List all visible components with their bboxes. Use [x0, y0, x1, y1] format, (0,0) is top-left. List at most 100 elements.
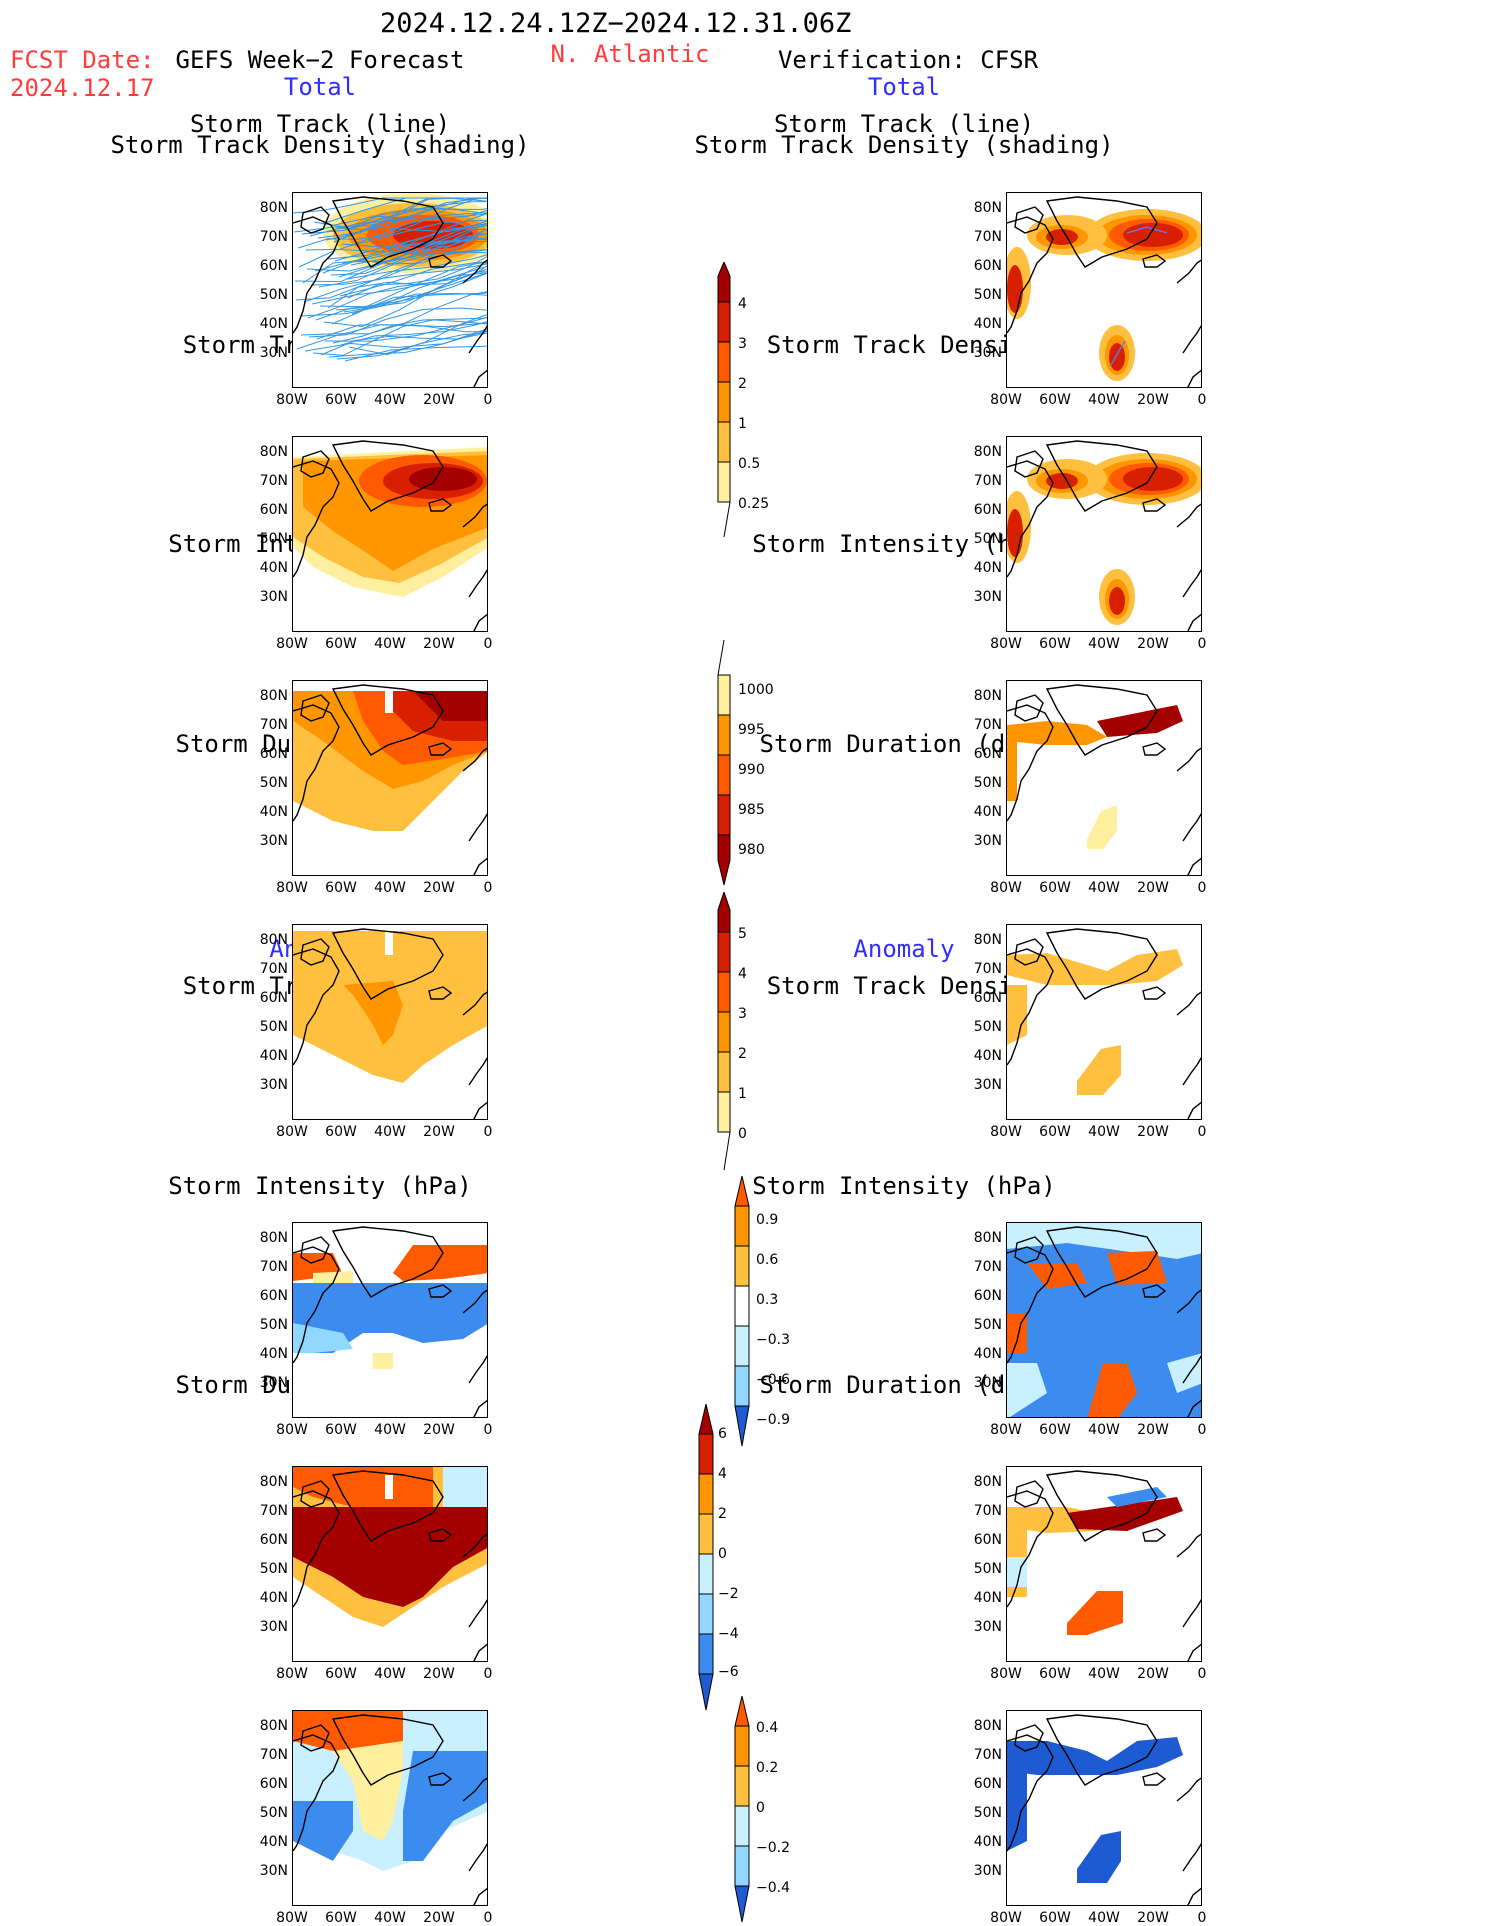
coastline — [1007, 684, 1201, 875]
cb-density-anom-06: 0.6 — [756, 1252, 779, 1268]
cb-density-total-3: 3 — [738, 336, 747, 352]
shading-region — [1107, 1487, 1167, 1507]
cb-duration-anom-m02: −0.2 — [756, 1840, 790, 1856]
lon-tick-label: 80W — [990, 1910, 1022, 1926]
coastline — [293, 440, 487, 631]
cb-density-total-2: 2 — [738, 376, 747, 392]
anomaly-label-right: Anomaly — [853, 935, 955, 963]
fcst-date: 2024.12.17 — [10, 74, 155, 102]
lon-tick-label: 40W — [1088, 392, 1120, 408]
lat-tick-label: 80N — [259, 200, 288, 216]
shading-region — [1007, 741, 1017, 801]
title-track-shading-right: Storm Track Density (shading) — [694, 131, 1114, 159]
storm-tracks — [293, 197, 487, 362]
lon-tick-label: 0 — [483, 1666, 493, 1682]
lon-tick-label: 60W — [1039, 1666, 1071, 1682]
lat-tick-label: 50N — [259, 1019, 288, 1035]
shading-region — [293, 1801, 353, 1861]
lat-tick-label: 70N — [973, 473, 1002, 489]
lat-tick-label: 40N — [973, 1048, 1002, 1064]
lat-tick-label: 60N — [973, 1288, 1002, 1304]
cb-intensity-anom-m4: −4 — [718, 1626, 739, 1642]
lat-tick-label: 70N — [259, 473, 288, 489]
lat-tick-label: 60N — [259, 502, 288, 518]
map-anom-intensity-left — [292, 1466, 488, 1662]
lat-tick-label: 50N — [259, 1805, 288, 1821]
cb-density-total-025: 0.25 — [738, 496, 770, 512]
coastline — [1007, 1714, 1201, 1905]
lat-tick-label: 80N — [973, 1718, 1002, 1734]
lon-tick-label: 40W — [1088, 880, 1120, 896]
shading-region — [1007, 509, 1023, 557]
lat-tick-label: 70N — [973, 229, 1002, 245]
lat-tick-label: 60N — [973, 502, 1002, 518]
lon-tick-label: 60W — [1039, 1422, 1071, 1438]
shading-region — [1007, 1223, 1201, 1259]
lon-tick-label: 80W — [990, 636, 1022, 652]
lon-tick-label: 20W — [1137, 1124, 1169, 1140]
shading-region — [1067, 1591, 1123, 1635]
lon-tick-label: 0 — [1197, 1666, 1207, 1682]
lon-tick-label: 60W — [1039, 1124, 1071, 1140]
lon-tick-label: 60W — [325, 636, 357, 652]
shading-region — [1007, 721, 1107, 745]
lat-tick-label: 50N — [973, 287, 1002, 303]
lon-tick-label: 20W — [423, 1666, 455, 1682]
lon-tick-label: 40W — [374, 1124, 406, 1140]
shading-region — [343, 981, 403, 1045]
lat-tick-label: 40N — [259, 560, 288, 576]
lon-tick-label: 20W — [1137, 1422, 1169, 1438]
cb-density-total-4: 4 — [738, 296, 747, 312]
cb-duration-total-4: 4 — [738, 966, 747, 982]
title-anom-duration-right: Storm Duration (day) — [759, 1371, 1049, 1399]
cb-intensity-total-990: 990 — [738, 762, 765, 778]
lat-tick-label: 80N — [973, 1474, 1002, 1490]
shading-region — [393, 1245, 487, 1281]
shading-region — [1077, 1831, 1121, 1883]
lon-tick-label: 60W — [1039, 880, 1071, 896]
colorbar-density-anom — [734, 1176, 750, 1447]
map-density-left — [292, 436, 488, 632]
lat-tick-label: 80N — [259, 932, 288, 948]
lat-tick-label: 50N — [259, 775, 288, 791]
shading-region — [1087, 1363, 1137, 1417]
lat-tick-label: 80N — [973, 932, 1002, 948]
left-column-title: GEFS Week−2 Forecast — [175, 46, 465, 74]
cb-intensity-total-980: 980 — [738, 842, 765, 858]
map-anom-duration-left — [292, 1710, 488, 1906]
title-track-line-right: Storm Track (line) — [773, 110, 1035, 138]
title-intensity-right: Storm Intensity (hPa) — [752, 530, 1056, 558]
coastline — [293, 196, 487, 387]
lon-tick-label: 40W — [1088, 1422, 1120, 1438]
lat-tick-label: 30N — [973, 345, 1002, 361]
region-label: N. Atlantic — [550, 40, 710, 68]
title-density-right: Storm Track Density — [766, 331, 1042, 359]
lon-tick-label: 20W — [423, 1422, 455, 1438]
lat-tick-label: 70N — [973, 1503, 1002, 1519]
map-anom-density-left — [292, 1222, 488, 1418]
coastline — [293, 928, 487, 1119]
shading-region — [443, 1467, 487, 1507]
cb-intensity-anom-m6: −6 — [718, 1664, 739, 1680]
shading-region — [1027, 1263, 1087, 1289]
lat-tick-label: 70N — [973, 1747, 1002, 1763]
lat-tick-label: 60N — [973, 1776, 1002, 1792]
lat-tick-label: 40N — [973, 1834, 1002, 1850]
lat-tick-label: 30N — [973, 1077, 1002, 1093]
cb-duration-anom-04: 0.4 — [756, 1720, 779, 1736]
lat-tick-label: 60N — [973, 1532, 1002, 1548]
shading-region — [313, 1271, 353, 1283]
cb-duration-anom-0: 0 — [756, 1800, 765, 1816]
shading-region — [1067, 1497, 1183, 1531]
lat-tick-label: 30N — [259, 345, 288, 361]
lon-tick-label: 80W — [990, 1666, 1022, 1682]
lat-tick-label: 40N — [259, 1590, 288, 1606]
lon-tick-label: 20W — [423, 880, 455, 896]
coastline — [293, 1470, 487, 1661]
lon-tick-label: 20W — [423, 392, 455, 408]
lon-tick-label: 20W — [423, 1910, 455, 1926]
lat-tick-label: 40N — [259, 804, 288, 820]
coastline — [293, 1226, 487, 1417]
lat-tick-label: 40N — [259, 1346, 288, 1362]
shading-region — [1123, 223, 1183, 247]
